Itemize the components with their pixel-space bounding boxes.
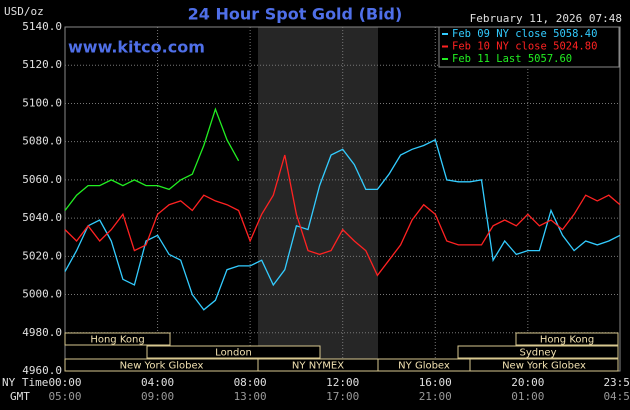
- legend-entry: Feb 09 NY close 5058.40: [452, 28, 597, 40]
- session-label: London: [215, 348, 252, 359]
- y-tick-label: 5000.0: [22, 288, 62, 301]
- y-tick-label: 5060.0: [22, 173, 62, 186]
- ny-row-label: NY Time: [2, 376, 48, 389]
- y-tick-label: 4960.0: [22, 364, 62, 377]
- legend-entry: Feb 11 Last 5057.60: [452, 53, 572, 65]
- gmt-tick-label: 09:00: [141, 390, 174, 403]
- session-label: NY Globex: [398, 361, 450, 372]
- y-tick-label: 5120.0: [22, 58, 62, 71]
- legend-box: [438, 26, 620, 68]
- sessions: Hong Kong Hong Kong London Sydney New York G…: [64, 332, 619, 372]
- x-tick-label: 23:59: [603, 376, 630, 389]
- chart-title: 24 Hour Spot Gold (Bid): [188, 5, 403, 24]
- session-bar: [146, 345, 321, 359]
- y-tick-label: 5100.0: [22, 96, 62, 109]
- y-tick-label: 4980.0: [22, 326, 62, 339]
- gmt-tick-label: 05:00: [48, 390, 81, 403]
- gmt-tick-label: 17:00: [326, 390, 359, 403]
- session-label: New York Globex: [120, 361, 204, 372]
- session-bar: [515, 332, 619, 346]
- session-bar: [457, 345, 619, 359]
- session-label: New York Globex: [502, 361, 586, 372]
- x-tick-label: 08:00: [234, 376, 267, 389]
- watermark: www.kitco.com: [68, 38, 205, 57]
- x-tick-label: 16:00: [419, 376, 452, 389]
- date-label: February 11, 2026 07:48: [470, 12, 622, 25]
- x-tick-label: 04:00: [141, 376, 174, 389]
- gmt-tick-label: 01:00: [511, 390, 544, 403]
- session-label: NY NYMEX: [292, 361, 344, 372]
- series-line: [64, 107, 240, 211]
- gmt-tick-label: 04:59: [603, 390, 630, 403]
- legend-entry: Feb 10 NY close 5024.80: [452, 41, 597, 53]
- gmt-tick-label: 13:00: [234, 390, 267, 403]
- x-tick-label: 20:00: [511, 376, 544, 389]
- session-bar: [469, 358, 619, 372]
- gmt-row-label: GMT: [10, 390, 30, 403]
- y-tick-label: 5020.0: [22, 249, 62, 262]
- y-axis-label: USD/oz: [4, 5, 44, 18]
- y-tick-label: 5080.0: [22, 135, 62, 148]
- session-bar: [64, 332, 171, 346]
- nymex-shade: [258, 27, 378, 371]
- series-line: [64, 138, 621, 311]
- session-label: Hong Kong: [90, 335, 144, 346]
- session-label: Hong Kong: [540, 335, 594, 346]
- x-tick-label: 00:00: [48, 376, 81, 389]
- y-tick-label: 5040.0: [22, 211, 62, 224]
- x-tick-label: 12:00: [326, 376, 359, 389]
- y-tick-label: 5140.0: [22, 20, 62, 33]
- session-label: Sydney: [519, 348, 556, 359]
- series-line: [64, 154, 621, 277]
- gmt-tick-label: 21:00: [419, 390, 452, 403]
